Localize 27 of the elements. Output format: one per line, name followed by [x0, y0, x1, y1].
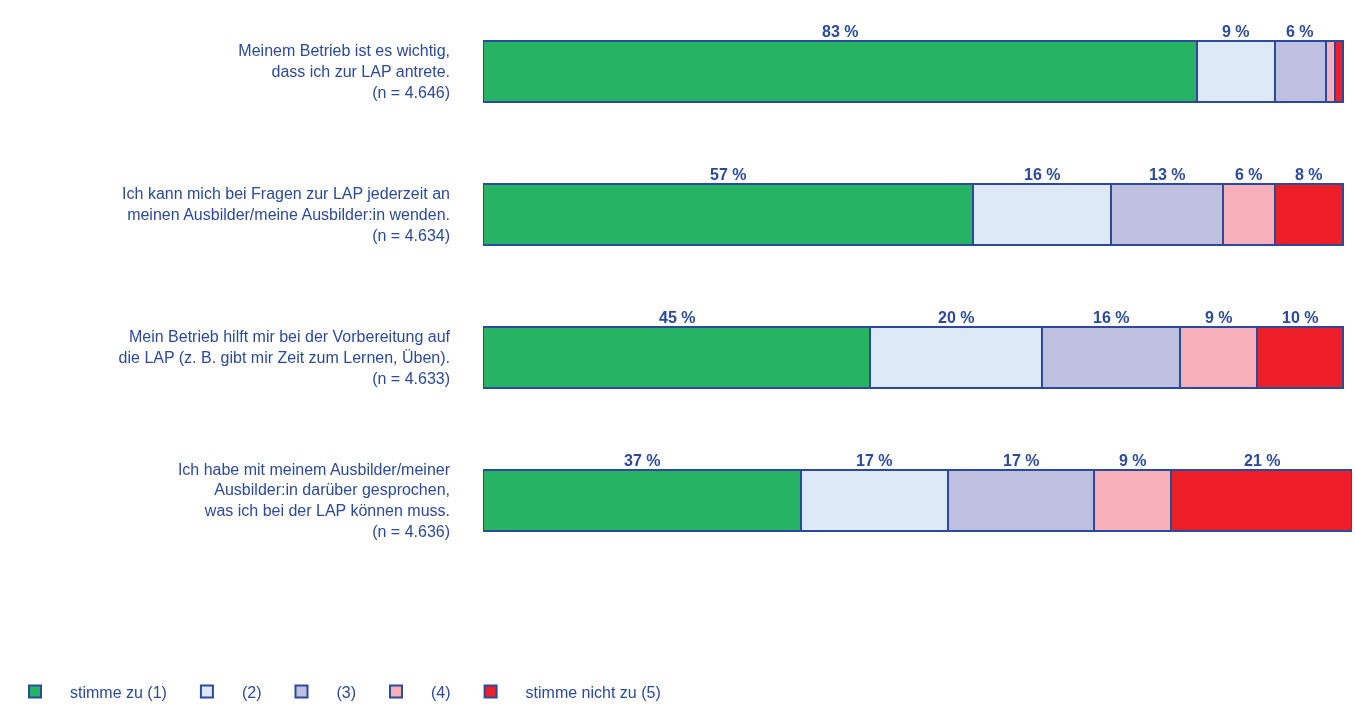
y-tick-label: Meinem Betrieb ist es wichtig, dass ich zur LAP antrete. (n = 4.646): [238, 42, 450, 101]
data-label: 8 %: [1295, 166, 1323, 183]
data-label: 17 %: [1003, 452, 1040, 469]
data-label: 83 %: [822, 23, 859, 40]
data-label: 16 %: [1093, 309, 1130, 326]
data-label: 6 %: [1235, 166, 1263, 183]
legend-label: (3): [336, 683, 357, 701]
data-label: 9 %: [1119, 452, 1147, 469]
data-label: 17 %: [856, 452, 893, 469]
legend-label: stimme zu (1): [70, 683, 167, 701]
data-label: 9 %: [1222, 23, 1250, 40]
data-label: 45 %: [659, 309, 696, 326]
data-label: 9 %: [1205, 309, 1233, 326]
data-label: 16 %: [1024, 166, 1061, 183]
legend-label: (4): [431, 683, 451, 701]
legend-label: stimme nicht zu (5): [525, 683, 661, 701]
data-label: 13 %: [1149, 166, 1186, 183]
data-label: 57 %: [710, 166, 747, 183]
data-label: 37 %: [624, 452, 661, 469]
legend-label: (2): [241, 683, 262, 701]
data-label: 10 %: [1282, 309, 1319, 326]
data-label: 20 %: [938, 309, 975, 326]
data-label: 21 %: [1244, 452, 1281, 469]
data-label: 6 %: [1286, 23, 1314, 40]
y-tick-label: Mein Betrieb hilft mir bei der Vorbereitung auf die LAP (z. B. gibt mir Zeit zum Lernen, Üben). (n = 4.633): [118, 328, 451, 387]
y-tick-label: Ich kann mich bei Fragen zur LAP jederzeit an meinen Ausbilder/meine Ausbilder:in wenden. (n = 4.634): [122, 185, 450, 244]
y-tick-label: Ich habe mit meinem Ausbilder/meiner Ausbilder:in darüber gesprochen, was ich bei der LAP können muss. (n = 4.636): [177, 460, 451, 541]
